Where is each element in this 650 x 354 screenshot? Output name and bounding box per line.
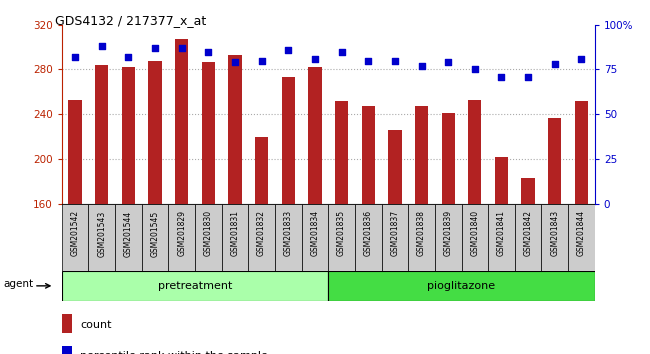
Bar: [281, 77, 295, 204]
Bar: [388, 130, 402, 204]
Text: GDS4132 / 217377_x_at: GDS4132 / 217377_x_at: [55, 14, 207, 27]
Bar: [382, 204, 408, 271]
Bar: [308, 67, 322, 204]
Point: [310, 56, 320, 62]
Bar: [548, 118, 562, 204]
Text: pioglitazone: pioglitazone: [428, 281, 495, 291]
Text: GSM201832: GSM201832: [257, 210, 266, 256]
Bar: [88, 204, 115, 271]
Text: GSM201829: GSM201829: [177, 210, 186, 256]
Text: GSM201837: GSM201837: [391, 210, 399, 256]
Bar: [515, 204, 541, 271]
Bar: [408, 204, 435, 271]
Text: GSM201844: GSM201844: [577, 210, 586, 256]
Point: [70, 54, 81, 60]
Bar: [302, 204, 328, 271]
Point: [417, 63, 427, 69]
Text: percentile rank within the sample: percentile rank within the sample: [81, 351, 268, 354]
Bar: [62, 204, 88, 271]
Point: [230, 59, 240, 65]
Text: GSM201834: GSM201834: [311, 210, 319, 256]
Bar: [122, 67, 135, 204]
Point: [256, 58, 267, 63]
Bar: [568, 204, 595, 271]
Bar: [68, 99, 82, 204]
Text: GSM201542: GSM201542: [71, 210, 79, 256]
Bar: [541, 204, 568, 271]
Bar: [575, 101, 588, 204]
Text: GSM201835: GSM201835: [337, 210, 346, 256]
Bar: [142, 204, 168, 271]
Bar: [248, 204, 275, 271]
Bar: [222, 204, 248, 271]
Bar: [361, 106, 375, 204]
Point: [363, 58, 373, 63]
Point: [443, 59, 454, 65]
Text: GSM201839: GSM201839: [444, 210, 452, 256]
Bar: [62, 346, 72, 354]
Bar: [195, 204, 222, 271]
Text: GSM201831: GSM201831: [231, 210, 239, 256]
Text: GSM201838: GSM201838: [417, 210, 426, 256]
Bar: [255, 137, 268, 204]
Bar: [168, 204, 195, 271]
Bar: [228, 55, 242, 204]
Point: [550, 61, 560, 67]
Text: GSM201833: GSM201833: [284, 210, 292, 256]
Text: agent: agent: [3, 279, 33, 289]
Text: GSM201830: GSM201830: [204, 210, 213, 256]
Bar: [468, 99, 482, 204]
Text: count: count: [81, 320, 112, 330]
Point: [390, 58, 400, 63]
Text: pretreatment: pretreatment: [158, 281, 232, 291]
Bar: [115, 204, 142, 271]
Point: [283, 47, 294, 53]
Point: [523, 74, 533, 79]
Bar: [415, 106, 428, 204]
Text: GSM201841: GSM201841: [497, 210, 506, 256]
Text: GSM201545: GSM201545: [151, 210, 159, 257]
Bar: [62, 314, 72, 333]
Point: [124, 54, 134, 60]
Point: [177, 45, 187, 51]
Point: [469, 67, 480, 72]
Bar: [335, 101, 348, 204]
Text: GSM201544: GSM201544: [124, 210, 133, 257]
Bar: [355, 204, 382, 271]
Text: GSM201543: GSM201543: [98, 210, 106, 257]
Text: GSM201840: GSM201840: [471, 210, 479, 256]
Bar: [495, 156, 508, 204]
Bar: [441, 113, 455, 204]
Point: [96, 44, 107, 49]
Text: GSM201842: GSM201842: [524, 210, 532, 256]
Point: [150, 45, 161, 51]
Point: [497, 74, 507, 79]
Bar: [148, 61, 162, 204]
Bar: [175, 39, 188, 204]
Bar: [328, 271, 595, 301]
Text: GSM201843: GSM201843: [551, 210, 559, 256]
Bar: [435, 204, 462, 271]
Bar: [95, 65, 109, 204]
Point: [577, 56, 587, 62]
Point: [203, 49, 213, 55]
Bar: [328, 204, 355, 271]
Text: GSM201836: GSM201836: [364, 210, 372, 256]
Bar: [521, 178, 535, 204]
Bar: [488, 204, 515, 271]
Bar: [462, 204, 488, 271]
Bar: [202, 62, 215, 204]
Bar: [275, 204, 302, 271]
Bar: [62, 271, 328, 301]
Point: [337, 49, 347, 55]
